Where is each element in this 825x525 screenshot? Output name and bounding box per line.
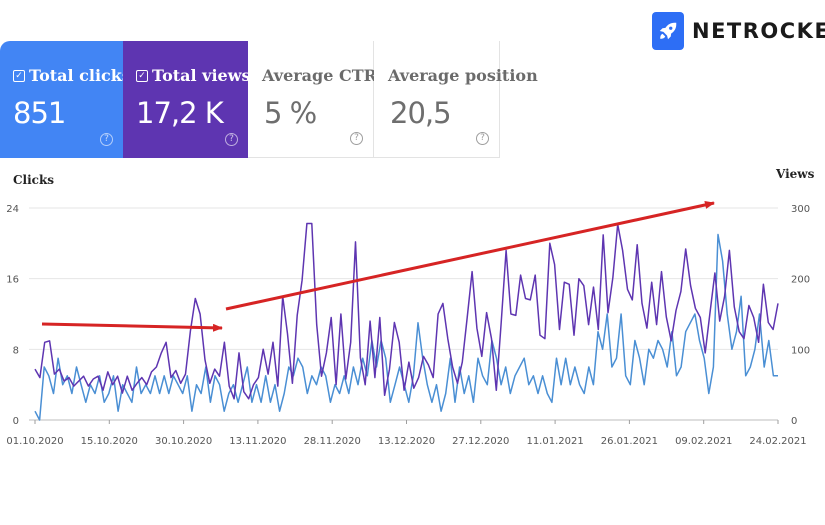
- total-views-label: Total views: [152, 66, 251, 85]
- total-views-value: 17,2 K: [136, 96, 224, 130]
- x-tick-label: 27.12.2020: [452, 436, 509, 447]
- performance-chart: Clicks Views 0 8 16 24 0 100 200 300 01.10.202…: [6, 167, 815, 447]
- right-tick-label: 100: [791, 345, 810, 356]
- right-axis-ticks: 0 100 200 300: [791, 204, 810, 427]
- total-views-line: [34, 222, 779, 400]
- help-icon[interactable]: ?: [476, 132, 489, 145]
- left-axis-ticks: 0 8 16 24: [6, 204, 19, 427]
- average-position-label: Average position: [388, 66, 538, 85]
- average-ctr-label: Average CTR: [262, 66, 377, 85]
- right-tick-label: 0: [791, 416, 797, 427]
- x-tick-label: 13.12.2020: [378, 436, 435, 447]
- x-axis-ticks: 01.10.2020 15.10.2020 30.10.2020 13.11.2020…: [6, 420, 807, 447]
- x-tick-label: 11.01.2021: [526, 436, 583, 447]
- total-clicks-card[interactable]: ✓ Total clicks 851 ?: [0, 41, 131, 158]
- total-views-card[interactable]: ✓ Total views 17,2 K ?: [123, 41, 251, 158]
- right-axis-title: Views: [775, 167, 815, 181]
- x-tick-label: 28.11.2020: [304, 436, 361, 447]
- x-tick-label: 13.11.2020: [229, 436, 286, 447]
- trend-arrows: [41, 201, 715, 332]
- average-position-value: 20,5: [390, 96, 452, 130]
- average-position-card[interactable]: Average position 20,5 ?: [374, 41, 538, 158]
- total-clicks-line: [34, 233, 778, 421]
- x-tick-label: 30.10.2020: [155, 436, 212, 447]
- left-tick-label: 24: [6, 204, 19, 215]
- x-tick-label: 01.10.2020: [6, 436, 63, 447]
- total-clicks-value: 851: [13, 96, 66, 130]
- gridlines: [29, 207, 778, 421]
- total-clicks-label: Total clicks: [29, 66, 131, 85]
- average-ctr-value: 5 %: [264, 96, 317, 130]
- trend-arrow-rising: [225, 201, 715, 311]
- x-tick-label: 26.01.2021: [601, 436, 658, 447]
- checkbox-checked-icon[interactable]: ✓: [13, 69, 25, 82]
- x-tick-label: 15.10.2020: [81, 436, 138, 447]
- help-icon[interactable]: ?: [225, 133, 238, 146]
- average-ctr-card[interactable]: Average CTR 5 % ?: [248, 41, 377, 158]
- x-tick-label: 09.02.2021: [675, 436, 732, 447]
- trend-arrow-flat: [41, 322, 223, 332]
- brand-logo: NETROCKET: [652, 12, 825, 50]
- checkbox-checked-icon[interactable]: ✓: [136, 69, 148, 82]
- brand-name: NETROCKET: [692, 19, 825, 43]
- right-tick-label: 200: [791, 275, 810, 286]
- help-icon[interactable]: ?: [350, 132, 363, 145]
- left-tick-label: 8: [13, 345, 19, 356]
- left-tick-label: 0: [13, 416, 19, 427]
- rocket-icon: [652, 12, 684, 50]
- left-axis-title: Clicks: [13, 173, 54, 187]
- x-tick-label: 24.02.2021: [749, 436, 806, 447]
- help-icon[interactable]: ?: [100, 133, 113, 146]
- series-lines: [34, 222, 779, 421]
- metric-cards: ✓ Total clicks 851 ? ✓ Total views 17,2 …: [0, 41, 538, 158]
- right-tick-label: 300: [791, 204, 810, 215]
- left-tick-label: 16: [6, 275, 19, 286]
